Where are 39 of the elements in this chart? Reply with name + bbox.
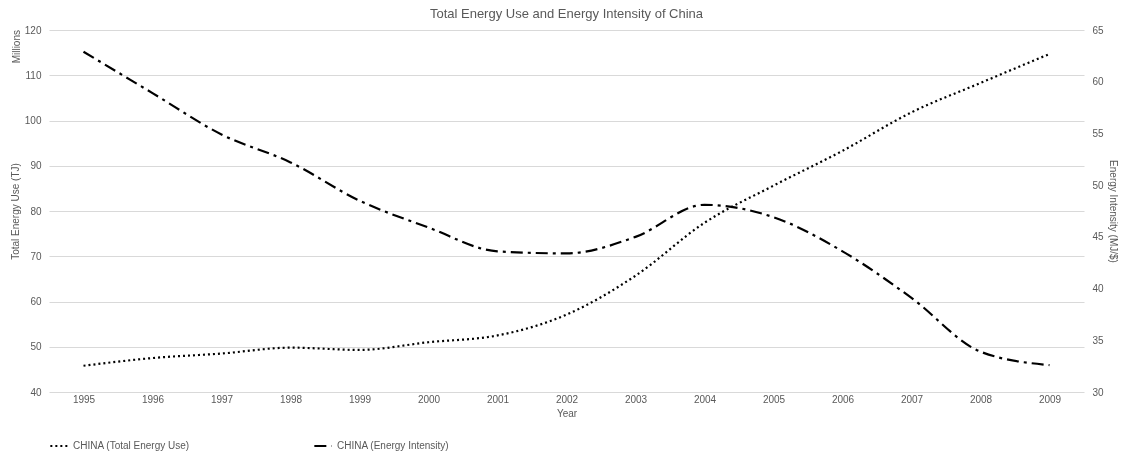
y-tick-label: 70: [30, 250, 42, 262]
y2-tick-label: 40: [1092, 283, 1105, 295]
x-tick-label: 1996: [141, 393, 165, 405]
legend-label: CHINA (Total Energy Use): [73, 440, 190, 451]
y-tick-label: 110: [25, 69, 42, 81]
y-tick-label: 50: [30, 341, 42, 353]
x-tick-label: 2001: [486, 393, 510, 405]
x-tick-label: 1998: [279, 393, 303, 405]
y2-tick-label: 65: [1092, 24, 1105, 36]
x-tick-label: 2009: [1038, 393, 1062, 405]
x-tick-label: 1999: [348, 393, 372, 405]
y-tick-label: 80: [30, 205, 42, 217]
y-tick-label: 120: [24, 24, 42, 36]
y2-axis-title: Energy Intensity (MJ/$): [1107, 160, 1119, 263]
chart-title: Total Energy Use and Energy Intensity of China: [429, 6, 704, 21]
y2-tick-label: 55: [1092, 127, 1105, 139]
x-tick-label: 2006: [831, 393, 855, 405]
x-tick-label: 1995: [72, 393, 96, 405]
x-tick-label: 2007: [900, 393, 924, 405]
x-tick-label: 2004: [693, 393, 717, 405]
y2-tick-label: 60: [1092, 76, 1105, 88]
y-tick-label: 100: [24, 115, 42, 126]
y-tick-label: 90: [30, 160, 42, 172]
y2-tick-label: 35: [1092, 334, 1105, 346]
legend-label: CHINA (Energy Intensity): [337, 440, 449, 451]
x-tick-label: 2005: [762, 393, 786, 405]
x-tick-label: 2003: [624, 393, 648, 405]
y2-tick-label: 50: [1092, 179, 1105, 191]
x-tick-label: 1997: [210, 393, 234, 405]
x-tick-label: 2002: [555, 393, 579, 405]
text: Millions: [11, 30, 22, 64]
y-axis-title: Total Energy Use (TJ): [9, 163, 21, 260]
x-tick-label: 2008: [969, 393, 993, 405]
x-axis-title: Year: [556, 407, 578, 419]
y-tick-label: 40: [30, 386, 42, 398]
y2-tick-label: 45: [1092, 231, 1105, 243]
y-tick-label: 60: [30, 296, 42, 307]
y2-tick-label: 30: [1092, 386, 1105, 398]
x-tick-label: 2000: [417, 393, 441, 405]
